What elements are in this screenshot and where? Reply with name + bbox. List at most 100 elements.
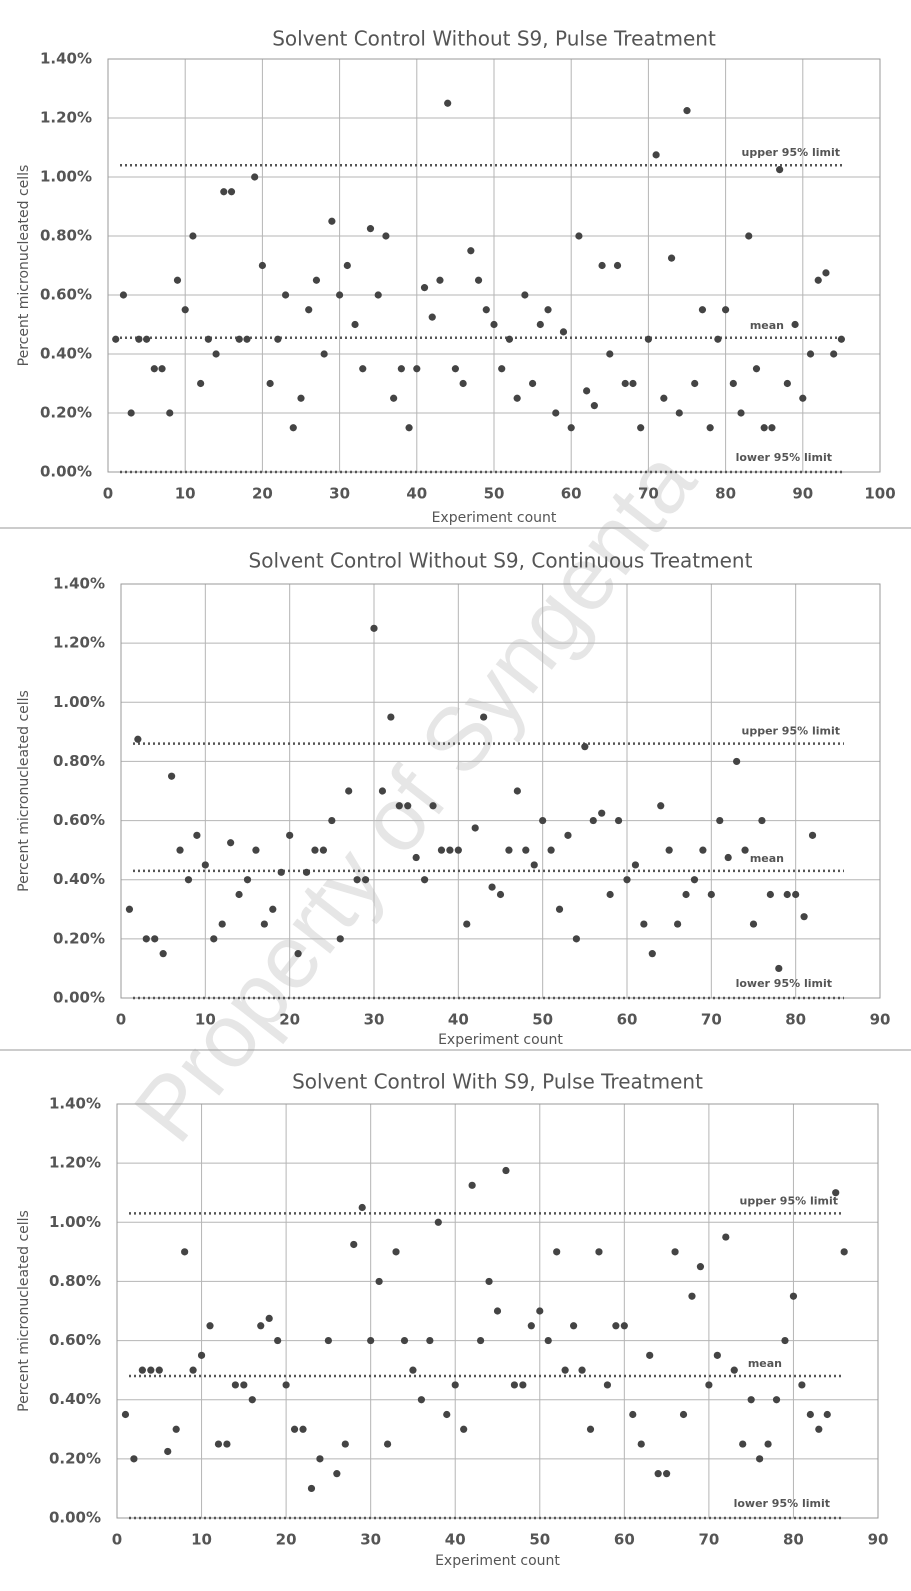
x-axis-label: Experiment count	[438, 1032, 563, 1048]
data-point	[776, 166, 784, 174]
data-point	[519, 1381, 527, 1389]
y-tick-label: 1.00%	[53, 693, 105, 711]
data-point	[629, 379, 637, 388]
data-point	[201, 861, 209, 869]
data-point	[119, 291, 128, 299]
data-point	[223, 1440, 231, 1448]
data-point	[513, 787, 521, 795]
data-point	[143, 335, 151, 343]
data-point	[530, 861, 538, 869]
data-point	[266, 379, 274, 388]
data-point	[286, 831, 294, 839]
x-tick-label: 80	[785, 1011, 806, 1029]
data-point	[258, 261, 266, 270]
y-tick-label: 1.40%	[40, 50, 92, 68]
x-tick-label: 10	[195, 1011, 216, 1029]
x-tick-label: 70	[701, 1011, 722, 1029]
data-point	[294, 950, 302, 958]
data-point	[130, 1455, 138, 1463]
data-point	[660, 394, 668, 402]
x-tick-label: 100	[864, 485, 895, 503]
chart-title: Solvent Control Without S9, Continuous T…	[249, 549, 753, 573]
data-point	[358, 1203, 366, 1212]
data-point	[783, 890, 791, 899]
data-point	[806, 350, 815, 358]
y-tick-label: 0.00%	[40, 463, 92, 481]
data-point	[772, 1396, 781, 1404]
y-axis-label: Percent micronucleated cells	[16, 1210, 32, 1412]
data-point	[446, 846, 454, 854]
reference-label: mean	[748, 1357, 782, 1370]
x-tick-label: 20	[276, 1531, 297, 1549]
data-point	[277, 868, 285, 876]
chart-title: Solvent Control With S9, Pulse Treatment	[292, 1070, 703, 1094]
data-point	[799, 394, 807, 402]
data-point	[311, 846, 319, 854]
y-tick-label: 0.80%	[40, 227, 92, 245]
x-tick-label: 40	[406, 485, 427, 503]
x-tick-label: 70	[698, 1531, 719, 1549]
data-point	[227, 188, 236, 196]
data-point	[176, 846, 184, 854]
data-point	[583, 387, 591, 395]
data-point	[539, 816, 547, 825]
data-point	[714, 335, 722, 343]
data-point	[480, 713, 488, 721]
data-point	[706, 424, 714, 432]
data-point	[760, 424, 768, 432]
data-point	[375, 1277, 383, 1286]
data-point	[739, 1440, 747, 1448]
data-point	[789, 1292, 798, 1300]
data-point	[822, 269, 830, 277]
data-point	[806, 1410, 814, 1419]
data-point	[683, 107, 691, 115]
data-point	[679, 1410, 688, 1419]
data-point	[654, 1470, 662, 1478]
data-point	[667, 254, 676, 262]
data-point	[351, 320, 359, 329]
data-point	[590, 402, 598, 410]
data-point	[248, 1396, 256, 1404]
data-point	[172, 1425, 180, 1433]
plot-border	[116, 1103, 879, 1519]
data-point	[620, 1322, 628, 1330]
data-point	[696, 1263, 705, 1271]
data-point	[682, 890, 690, 899]
data-point	[578, 1366, 586, 1374]
x-tick-label: 20	[279, 1011, 300, 1029]
data-point	[675, 409, 683, 417]
data-point	[730, 1366, 738, 1374]
data-point	[544, 306, 552, 314]
data-point	[522, 846, 530, 854]
data-point	[218, 920, 226, 928]
data-point	[688, 1292, 696, 1300]
data-point	[467, 247, 475, 255]
data-point	[197, 1351, 206, 1359]
data-point	[766, 890, 774, 899]
data-point	[421, 876, 429, 884]
data-point	[121, 1410, 130, 1419]
data-point	[274, 1336, 282, 1345]
data-point	[808, 831, 817, 839]
y-tick-label: 1.40%	[53, 575, 105, 593]
data-point	[589, 816, 597, 825]
data-point	[341, 1440, 349, 1448]
data-point	[400, 1336, 409, 1345]
data-point	[614, 816, 623, 825]
data-point	[305, 306, 313, 314]
data-point	[544, 1336, 552, 1345]
x-tick-label: 0	[116, 1011, 126, 1029]
data-point	[320, 350, 328, 358]
data-point	[792, 890, 800, 899]
data-point	[212, 350, 220, 358]
data-point	[316, 1455, 324, 1463]
data-point	[521, 291, 529, 299]
data-point	[135, 335, 143, 343]
y-tick-label: 0.80%	[49, 1272, 101, 1290]
data-point	[459, 379, 467, 388]
y-tick-label: 0.00%	[49, 1509, 101, 1527]
data-point	[206, 1322, 214, 1330]
data-point	[698, 306, 707, 314]
data-point	[536, 1307, 544, 1315]
